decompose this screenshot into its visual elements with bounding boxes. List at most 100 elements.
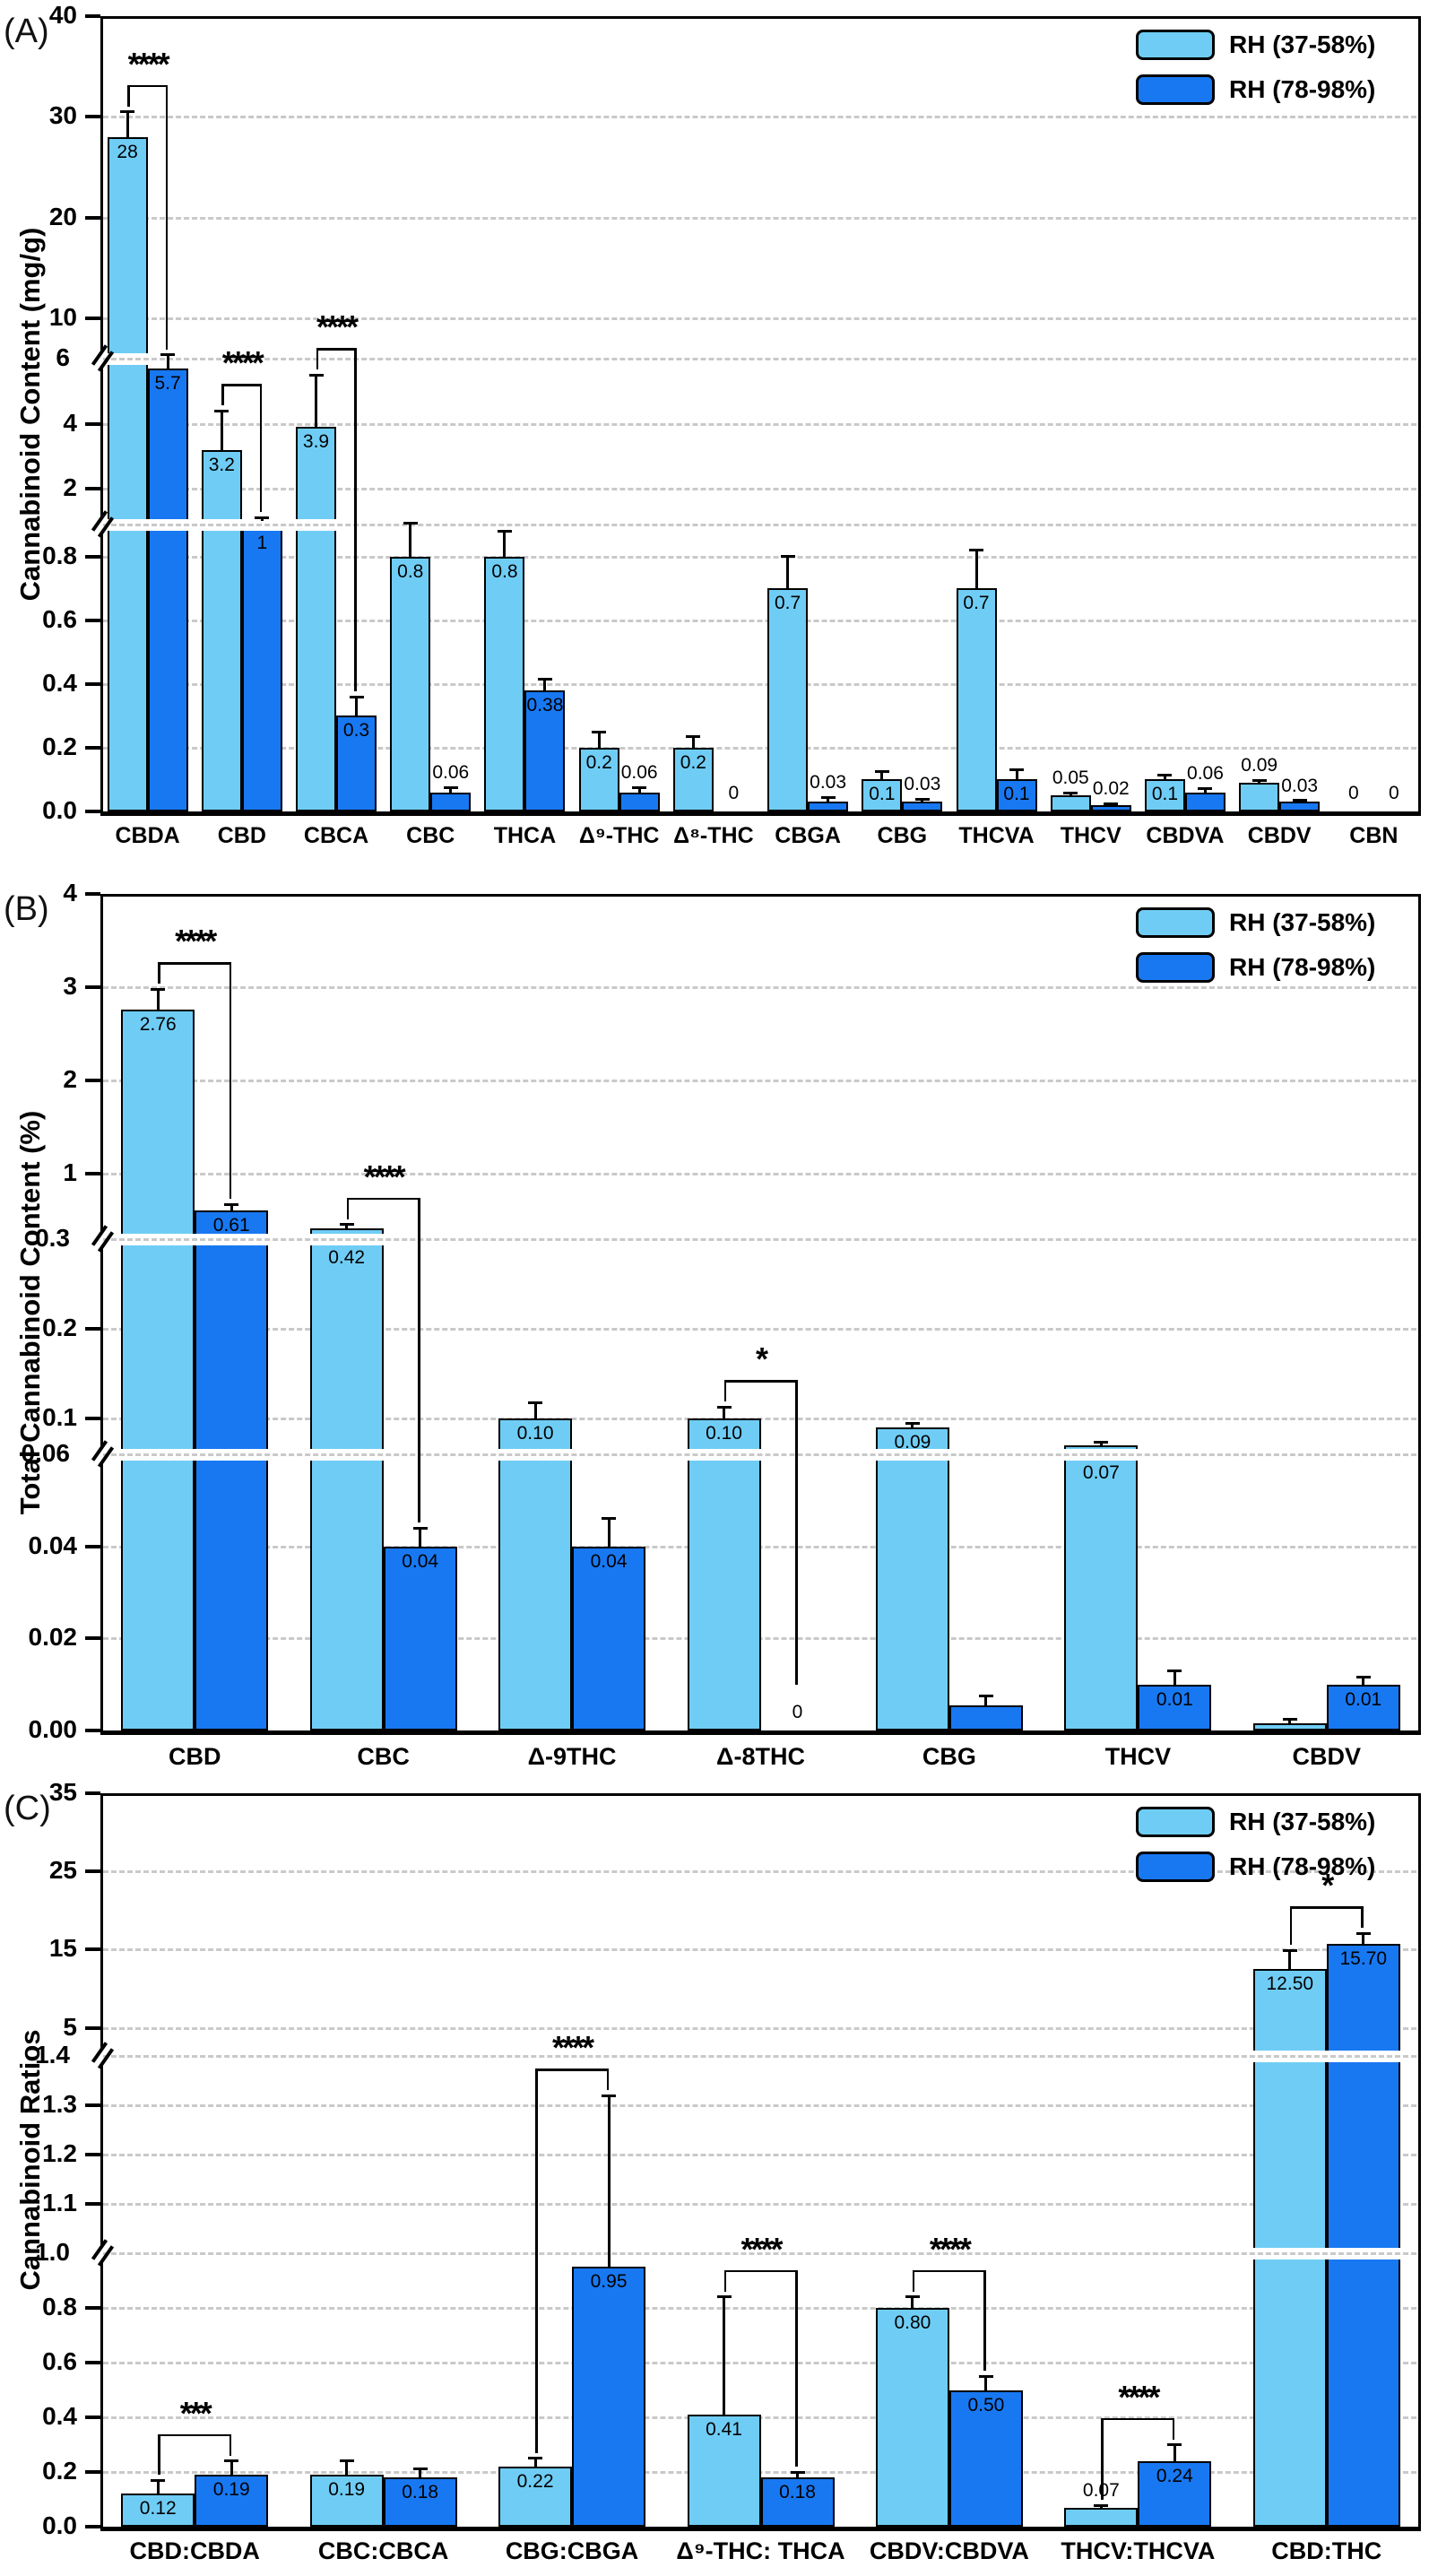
bar-dark [241,521,282,811]
x-category-label: CBC:CBCA [317,2537,449,2564]
value-label: 0.18 [402,2482,439,2503]
value-label: 3.9 [302,431,330,453]
error-bar [355,697,359,716]
x-category-label: Δ-9THC [527,1743,617,1770]
value-label: 0.1 [1151,784,1179,805]
sig-bracket [127,84,169,88]
x-category-label: CBD [168,1743,221,1770]
x-category-label: Δ⁹-THC: THCA [676,2537,845,2564]
tick-label: 40 [48,1,77,29]
error-bar [345,1224,349,1228]
x-category-label: THCV:THCVA [1061,2537,1216,2564]
value-label: 0 [728,783,740,803]
sig-bracket [1172,2417,1175,2440]
gridline [103,524,1416,526]
x-category-label: THCV [1060,823,1122,848]
sig-stars: **** [221,344,264,382]
sig-bracket [158,2433,160,2476]
gridline [103,619,1416,622]
tick-label: 0.06 [21,1439,71,1467]
error-bar [796,2472,799,2478]
value-label: 0.03 [1281,775,1319,796]
error-cap [339,1223,354,1227]
sig-bracket [259,384,263,512]
tick-label: 4 [63,408,77,437]
bar-light [687,1418,761,1730]
legend-item: RH (78-98%) [1136,950,1414,985]
sig-bracket [165,84,169,350]
gridline [103,2154,1416,2156]
tick-label: 3 [63,972,77,1001]
value-label: 0.38 [526,694,564,716]
sig-bracket [316,348,319,370]
tick-label: 1 [63,1158,77,1187]
bar-light [767,588,809,811]
error-cap [716,2295,732,2299]
bar-light [498,2466,573,2527]
tick-mark [85,115,100,119]
bar-light [121,2494,195,2527]
error-bar [419,1528,422,1547]
legend-label: RH (78-98%) [1229,75,1376,103]
error-bar [230,2460,233,2476]
error-bar [1099,1442,1103,1445]
x-category-label: CBCA [303,823,369,848]
tick-mark [85,2525,100,2528]
gridline [103,2252,1416,2255]
axis-break-band [100,2050,105,2063]
error-cap [349,695,364,698]
gridline [103,1870,1416,1874]
bar-light [484,556,525,811]
error-cap [1355,1931,1371,1935]
sig-bracket [606,2069,610,2090]
bar-dark [195,1210,269,1730]
tick-label: 1.4 [35,2041,70,2069]
error-bar [345,2460,349,2476]
tick-mark [85,985,100,990]
gridline [103,2362,1416,2364]
tick-mark [85,487,100,491]
sig-stars: **** [127,45,170,82]
tick-label: 0.1 [42,1403,77,1431]
error-cap [1167,1669,1182,1672]
legend-item: RH (37-58%) [1136,905,1414,941]
error-bar [723,1407,725,1418]
bar-dark [383,1546,457,1730]
bar-light [201,449,242,811]
tick-label: 20 [48,202,77,230]
bar-light [687,2414,761,2527]
tick-mark [85,2361,100,2364]
bar-dark [430,792,472,811]
value-label: 0.1 [1003,784,1030,805]
x-category-label: CBC [357,1743,410,1770]
legend-swatch [1136,1807,1215,1837]
legend-swatch [1136,74,1215,105]
bar-dark [1138,1684,1212,1730]
value-label: 28 [117,141,138,162]
error-cap [443,785,458,789]
gridline [103,1238,1416,1241]
value-label: 0.95 [590,2271,628,2293]
x-category-label: CBN [1349,823,1399,848]
bar-dark [524,690,566,811]
value-label: 0.05 [1052,768,1089,789]
legend-swatch [1136,30,1215,60]
bar-light [1239,783,1280,811]
sig-bracket [158,2433,232,2437]
bar-dark [948,2390,1023,2527]
gridline [103,1173,1416,1176]
bar-dark [1090,804,1131,811]
x-category-label: CBD:CBDA [129,2537,260,2564]
x-category-label: CBGA [775,823,841,848]
value-label: 3.2 [208,454,235,475]
error-bar [1173,2444,1176,2461]
tick-label: 2 [63,1065,77,1094]
sig-bracket [158,962,232,965]
bar-light [578,747,619,811]
error-cap [978,2374,993,2378]
sig-bracket [1101,2417,1175,2420]
value-label: 0 [792,1702,803,1722]
value-label: 0.01 [1345,1688,1382,1710]
bar-dark [572,1546,646,1730]
gridline [103,2203,1416,2206]
